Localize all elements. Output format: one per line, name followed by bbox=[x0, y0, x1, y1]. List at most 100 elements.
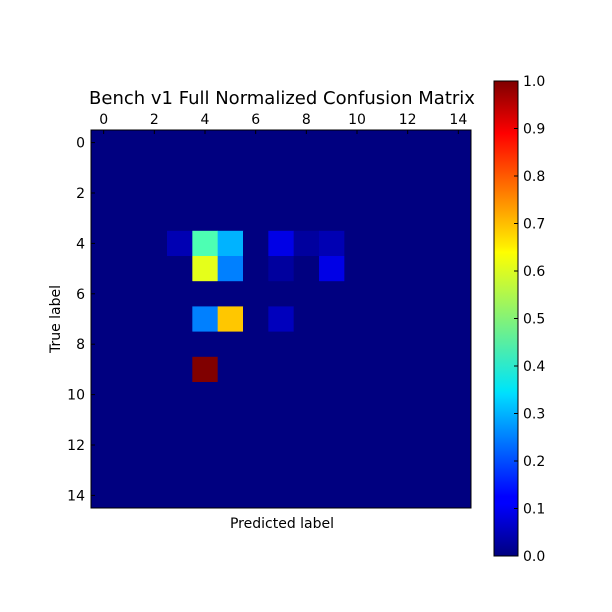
heatmap-cell-r7-c12 bbox=[395, 306, 421, 332]
heatmap-cell-r8-c3 bbox=[167, 331, 193, 358]
heatmap-cell-r2-c10 bbox=[344, 180, 371, 206]
heatmap-cell-r0-c10 bbox=[344, 130, 371, 156]
heatmap-cell-r10-c12 bbox=[395, 382, 421, 408]
heatmap-cell-r12-c13 bbox=[420, 432, 447, 458]
x-tick-label-12: 12 bbox=[399, 112, 417, 128]
heatmap-cell-r13-c14 bbox=[445, 457, 472, 484]
heatmap-cell-r1-c10 bbox=[344, 155, 371, 181]
x-axis-label: Predicted label bbox=[230, 516, 334, 532]
heatmap-cell-r10-c3 bbox=[167, 382, 193, 408]
heatmap-cell-r10-c1 bbox=[116, 382, 143, 408]
heatmap-cell-r3-c11 bbox=[369, 205, 396, 232]
heatmap-cell-r12-c2 bbox=[141, 432, 168, 458]
heatmap-cell-r10-c5 bbox=[217, 382, 244, 408]
heatmap-cell-r3-c13 bbox=[420, 205, 447, 232]
colorbar-tick-label-10: 1.0 bbox=[523, 74, 545, 90]
heatmap-cell-r2-c8 bbox=[293, 180, 320, 206]
heatmap-cell-r9-c0 bbox=[91, 356, 117, 383]
heatmap-cell-r0-c5 bbox=[217, 130, 244, 156]
y-axis-label: True label bbox=[48, 285, 64, 354]
heatmap-cell-r5-c14 bbox=[445, 256, 472, 282]
heatmap-cells bbox=[91, 130, 472, 509]
heatmap-cell-r10-c10 bbox=[344, 382, 371, 408]
heatmap-cell-r12-c3 bbox=[167, 432, 193, 458]
heatmap-cell-r2-c5 bbox=[217, 180, 244, 206]
heatmap-cell-r8-c9 bbox=[319, 331, 345, 358]
heatmap-cell-r14-c3 bbox=[167, 482, 193, 509]
heatmap-cell-r12-c8 bbox=[293, 432, 320, 458]
heatmap-cell-r3-c9 bbox=[319, 205, 345, 232]
heatmap-cell-r0-c12 bbox=[395, 130, 421, 156]
heatmap-cell-r1-c7 bbox=[268, 155, 295, 181]
x-tick-label-6: 6 bbox=[251, 112, 260, 128]
heatmap-cell-r1-c6 bbox=[243, 155, 269, 181]
heatmap-cell-r3-c14 bbox=[445, 205, 472, 232]
heatmap-cell-r14-c9 bbox=[319, 482, 345, 509]
heatmap-cell-r6-c3 bbox=[167, 281, 193, 307]
heatmap-cell-r0-c3 bbox=[167, 130, 193, 156]
x-tick-label-10: 10 bbox=[348, 112, 366, 128]
heatmap-cell-r2-c4 bbox=[192, 180, 219, 206]
heatmap-cell-r14-c0 bbox=[91, 482, 117, 509]
heatmap-cell-r7-c13 bbox=[420, 306, 447, 332]
heatmap-cell-r8-c12 bbox=[395, 331, 421, 358]
heatmap-cell-r12-c10 bbox=[344, 432, 371, 458]
heatmap-cell-r13-c11 bbox=[369, 457, 396, 484]
x-axis-ticks: 0 2 4 6 8 10 12 14 bbox=[99, 112, 467, 134]
heatmap-cell-r7-c9 bbox=[319, 306, 345, 332]
colorbar-tick-label-5: 0.5 bbox=[523, 312, 545, 328]
colorbar-tick-label-7: 0.7 bbox=[523, 217, 545, 233]
colorbar-tick-label-1: 0.1 bbox=[523, 502, 545, 518]
heatmap-cell-r4-c6 bbox=[243, 230, 269, 257]
heatmap-cell-r6-c5 bbox=[217, 281, 244, 307]
heatmap-cell-r3-c4 bbox=[192, 205, 219, 232]
heatmap-cell-r13-c8 bbox=[293, 457, 320, 484]
chart-title: Bench v1 Full Normalized Confusion Matri… bbox=[89, 88, 475, 109]
heatmap-cell-r1-c12 bbox=[395, 155, 421, 181]
y-tick-label-6: 6 bbox=[76, 287, 85, 303]
heatmap-cell-r13-c4 bbox=[192, 457, 219, 484]
heatmap-cell-r6-c10 bbox=[344, 281, 371, 307]
heatmap-cell-r8-c6 bbox=[243, 331, 269, 358]
heatmap-cell-r8-c14 bbox=[445, 331, 472, 358]
heatmap-cell-r8-c1 bbox=[116, 331, 143, 358]
heatmap-cell-r7-c8 bbox=[293, 306, 320, 332]
heatmap-cell-r4-c13 bbox=[420, 230, 447, 257]
colorbar-tick-label-4: 0.4 bbox=[523, 359, 545, 375]
heatmap-cell-r13-c10 bbox=[344, 457, 371, 484]
heatmap-cell-r11-c14 bbox=[445, 407, 472, 433]
heatmap-cell-r12-c1 bbox=[116, 432, 143, 458]
heatmap-cell-r9-c5 bbox=[217, 356, 244, 383]
heatmap-cell-r2-c7 bbox=[268, 180, 295, 206]
heatmap-cell-r9-c13 bbox=[420, 356, 447, 383]
x-tick-label-14: 14 bbox=[449, 112, 467, 128]
heatmap-cell-r4-c1 bbox=[116, 230, 143, 257]
heatmap-cell-r13-c13 bbox=[420, 457, 447, 484]
heatmap-cell-r9-c3 bbox=[167, 356, 193, 383]
heatmap-cell-r10-c2 bbox=[141, 382, 168, 408]
heatmap-cell-r4-c11 bbox=[369, 230, 396, 257]
heatmap-cell-r0-c0 bbox=[91, 130, 117, 156]
heatmap-cell-r8-c7 bbox=[268, 331, 295, 358]
heatmap-cell-r9-c9 bbox=[319, 356, 345, 383]
heatmap-cell-r11-c5 bbox=[217, 407, 244, 433]
heatmap-cell-r14-c2 bbox=[141, 482, 168, 509]
heatmap-cell-r2-c14 bbox=[445, 180, 472, 206]
heatmap-cell-r10-c8 bbox=[293, 382, 320, 408]
heatmap-cell-r2-c3 bbox=[167, 180, 193, 206]
heatmap-cell-r4-c8 bbox=[293, 230, 320, 257]
heatmap-cell-r4-c3 bbox=[167, 230, 193, 257]
heatmap-cell-r13-c12 bbox=[395, 457, 421, 484]
colorbar-tick-label-6: 0.6 bbox=[523, 264, 545, 280]
heatmap-cell-r10-c13 bbox=[420, 382, 447, 408]
heatmap-cell-r11-c8 bbox=[293, 407, 320, 433]
heatmap-cell-r1-c4 bbox=[192, 155, 219, 181]
heatmap-cell-r7-c14 bbox=[445, 306, 472, 332]
heatmap-cell-r6-c12 bbox=[395, 281, 421, 307]
heatmap-cell-r3-c8 bbox=[293, 205, 320, 232]
heatmap-cell-r5-c12 bbox=[395, 256, 421, 282]
heatmap-cell-r7-c0 bbox=[91, 306, 117, 332]
heatmap-cell-r0-c9 bbox=[319, 130, 345, 156]
heatmap-cell-r7-c5 bbox=[217, 306, 244, 332]
y-axis-ticks: 0 2 4 6 8 10 12 14 bbox=[67, 136, 95, 504]
